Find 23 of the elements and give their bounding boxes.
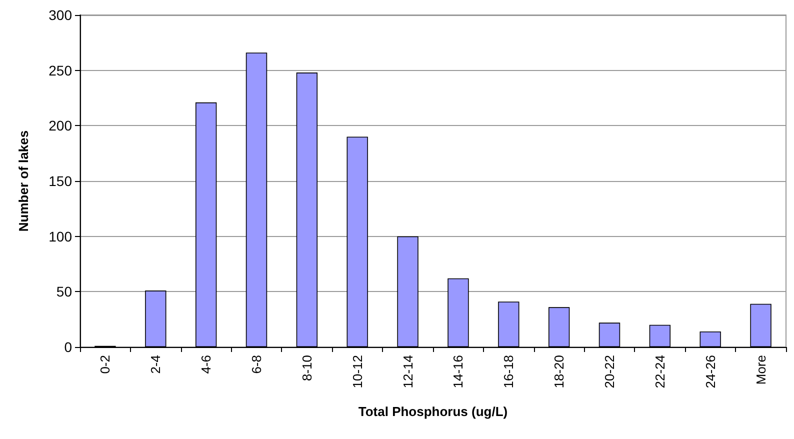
- x-tick-label: 18-20: [552, 355, 567, 388]
- y-tick-label: 150: [48, 173, 72, 189]
- x-tick-label: 12-14: [400, 355, 416, 388]
- x-axis-title: Total Phosphorus (ug/L): [358, 404, 508, 419]
- y-tick-label: 300: [48, 7, 72, 23]
- y-tick-label: 0: [64, 339, 72, 355]
- y-tick-label: 250: [48, 62, 72, 78]
- y-axis-title: Number of lakes: [16, 130, 31, 232]
- x-tick-label: 14-16: [450, 355, 466, 388]
- x-tick-label: 4-6: [198, 355, 214, 374]
- x-tick-label: 10-12: [350, 355, 365, 388]
- x-tick-label: 24-26: [702, 355, 718, 388]
- x-tick-label: 2-4: [148, 355, 164, 374]
- x-tick-label: 8-10: [299, 355, 314, 382]
- x-tick-label: 20-22: [602, 355, 617, 388]
- x-tick-label: 16-18: [501, 355, 516, 388]
- x-tick-label: 22-24: [652, 355, 668, 388]
- y-tick-label: 100: [48, 228, 72, 244]
- x-tick-label: 6-8: [249, 355, 264, 374]
- x-tick-label: 0-2: [98, 355, 113, 374]
- y-tick-label: 200: [48, 118, 72, 134]
- x-tick-label: More: [753, 355, 768, 385]
- y-tick-label: 50: [56, 284, 72, 300]
